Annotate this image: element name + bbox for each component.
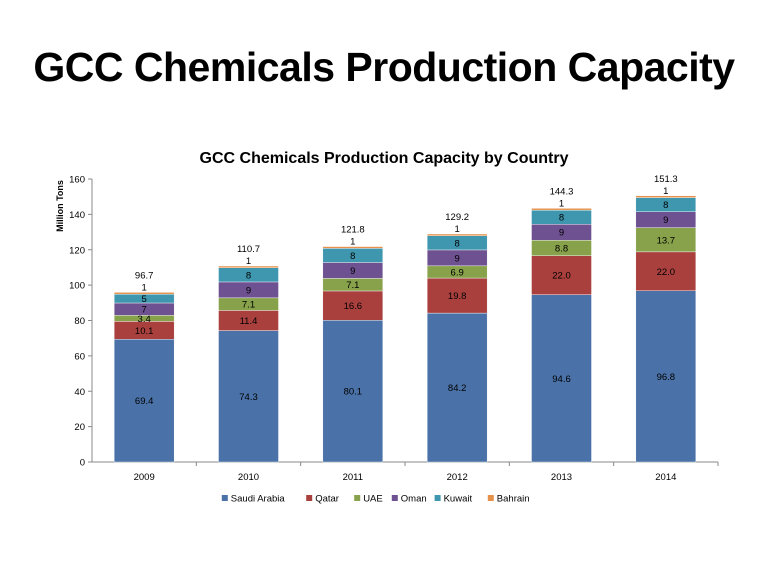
data-label: 22.0 [552,271,571,282]
y-tick-label: 60 [74,351,85,362]
data-label: 7.1 [242,300,255,311]
data-label: 22.0 [657,267,676,278]
y-tick-label: 140 [69,210,85,221]
data-label: 8 [246,270,251,281]
total-label: 144.3 [550,186,574,197]
y-tick-label: 80 [74,316,85,327]
data-label: 8.8 [555,243,568,254]
data-label: 96.8 [657,372,676,383]
bar-segment-bahrain [635,195,697,198]
data-label: 13.7 [657,235,676,246]
legend-swatch [391,495,398,501]
data-label: 8 [350,251,355,262]
y-tick-label: 0 [80,458,85,469]
x-tick-label: 2014 [655,472,676,483]
bar-segment-bahrain [531,208,592,211]
bar-segment-bahrain [113,292,175,295]
x-tick-label: 2013 [551,472,572,483]
data-label: 9 [663,215,668,226]
data-label: 10.1 [135,326,154,337]
bar-segment-saudi-arabia [426,312,488,463]
legend-label: Bahrain [497,494,530,505]
x-tick-label: 2011 [343,472,363,483]
data-label: 9 [559,228,564,239]
bar-segment-saudi-arabia [531,294,592,463]
total-label: 129.2 [445,212,469,223]
data-label: 1 [559,198,564,209]
data-label: 7.1 [346,280,359,291]
data-label: 19.8 [448,291,467,302]
data-label: 3.4 [138,314,151,325]
legend-swatch [354,495,361,501]
data-label: 9 [455,253,460,264]
slide-title: GCC Chemicals Production Capacity [33,44,735,90]
data-label: 74.3 [239,392,258,403]
bar-segment-bahrain [322,246,384,249]
x-tick-label: 2010 [238,472,259,483]
y-tick-label: 40 [74,387,85,398]
data-label: 8 [663,200,668,211]
data-label: 84.2 [448,383,467,394]
bar-segment-saudi-arabia [218,330,279,463]
legend-swatch [221,495,228,501]
bar-segment-qatar [635,251,697,291]
data-label: 1 [663,186,668,197]
data-label: 69.4 [135,396,154,407]
bar-segment-saudi-arabia [322,320,384,463]
bar-segment-qatar [426,277,488,314]
bar-segment-qatar [531,255,592,295]
x-tick-label: 2009 [134,472,155,483]
x-tick-label: 2012 [447,472,468,483]
data-label: 1 [350,237,355,248]
bar-segment-bahrain [426,233,488,236]
legend-swatch [487,495,494,501]
y-tick-label: 100 [69,281,85,292]
data-label: 16.6 [344,301,363,312]
data-label: 9 [350,266,355,277]
data-label: 8 [559,213,564,224]
data-label: 7 [142,305,147,316]
legend-label: Saudi Arabia [231,494,286,505]
data-label: 5 [142,294,147,305]
data-label: 11.4 [240,316,258,327]
total-label: 151.3 [654,174,678,185]
legend-swatch [434,495,441,501]
bar-segment-bahrain [218,265,279,268]
data-label: 80.1 [344,387,363,398]
legend-label: Kuwait [444,494,473,505]
chart-title: GCC Chemicals Production Capacity by Cou… [200,150,569,167]
bar-segment-uae [635,227,697,253]
data-label: 1 [246,256,251,267]
data-label: 8 [455,238,460,249]
data-label: 94.6 [552,374,571,385]
legend-swatch [306,495,313,501]
legend-label: UAE [363,494,383,505]
legend-label: Qatar [315,494,339,505]
data-label: 9 [246,285,251,296]
data-label: 1 [142,282,147,293]
y-tick-label: 20 [74,422,85,433]
y-tick-label: 120 [69,245,85,256]
bar-segment-qatar [322,290,384,321]
bar-segment-saudi-arabia [113,339,175,463]
total-label: 110.7 [237,244,260,255]
y-axis-label: Million Tons [55,180,65,232]
legend-label: Oman [401,494,427,505]
data-label: 6.9 [451,267,464,278]
total-label: 121.8 [341,225,365,236]
total-label: 96.7 [135,270,154,281]
bar-segment-saudi-arabia [635,290,697,463]
y-tick-label: 160 [69,175,85,186]
data-label: 1 [455,224,460,235]
